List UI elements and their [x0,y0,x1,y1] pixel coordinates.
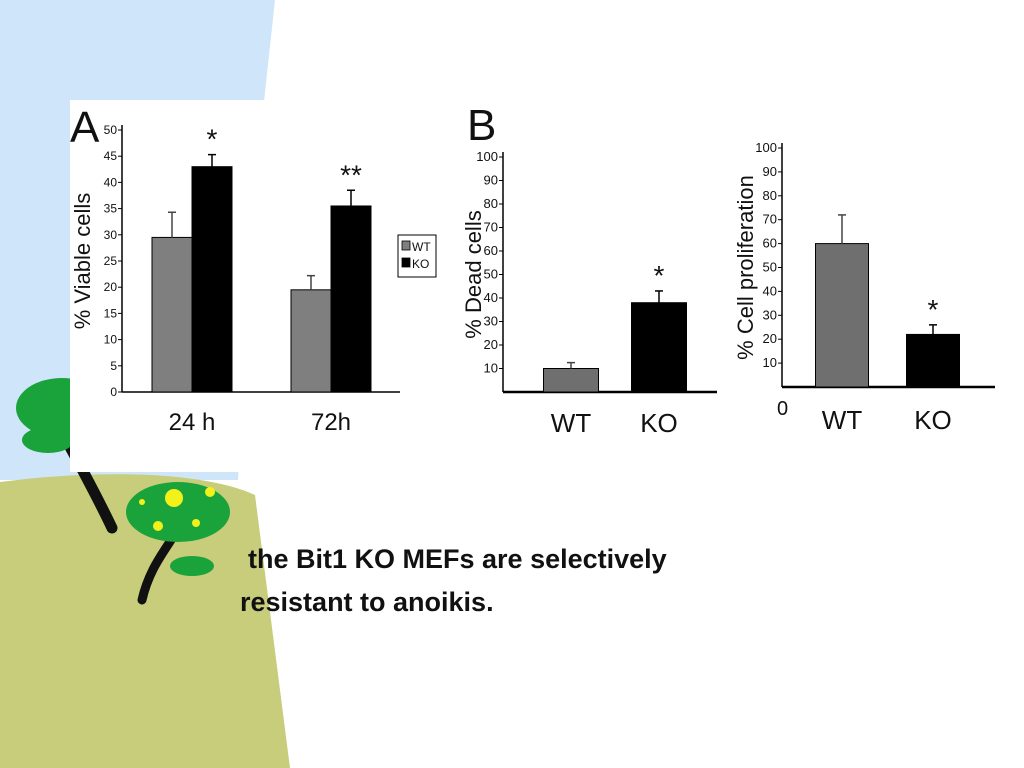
chart-viable-cells: A % Viable cells 0 5 10 15 20 25 30 35 40 45 50 * 24 h… [70,103,437,436]
bar [543,368,599,393]
category-label: KO [914,405,952,435]
y-tick-label: 0 [110,385,117,399]
y-tick-label: 100 [755,140,777,155]
y-tick-label: 30 [763,307,777,322]
y-tick-label: 40 [763,283,777,298]
bar [330,205,372,393]
y-tick-label: 10 [484,361,498,376]
ground-hill [0,474,290,768]
y-tick-label: 90 [763,164,777,179]
legend-box [397,234,437,278]
y-tick-label: 10 [763,355,777,370]
caption-line-2: resistant to anoikis. [240,587,494,617]
significance-marker: * [207,124,218,155]
y-axis-label: % Cell proliferation [733,175,758,360]
bar [191,166,233,393]
panel-b-dead-cells: B % Dead cells 10 20 30 40 50 60 70 80 90 100 WT * KO [455,100,725,440]
y-tick-label: 35 [104,202,118,216]
legend-label: KO [412,257,429,271]
y-tick-label: 20 [484,337,498,352]
legend-label: WT [412,240,431,254]
y-tick-label: 40 [484,290,498,305]
chart-dead-cells: B % Dead cells 10 20 30 40 50 60 70 80 90 100 WT * KO [461,101,717,438]
y-axis-label: % Viable cells [70,193,95,330]
category-label: WT [822,405,863,435]
legend-swatch [401,257,411,268]
y-axis-label: % Dead cells [461,210,486,338]
caption-line-1: the Bit1 KO MEFs are selectively [248,544,667,574]
origin-label: 0 [777,398,788,420]
y-tick-label: 10 [104,333,118,347]
bar [151,236,193,393]
category-label: KO [640,408,678,438]
bar [815,243,869,388]
category-label: WT [551,408,592,438]
panel-label: B [467,101,496,150]
y-tick-label: 70 [484,220,498,235]
y-tick-label: 100 [476,149,498,164]
bar [631,302,687,393]
y-tick-label: 80 [763,188,777,203]
y-tick-label: 80 [484,196,498,211]
significance-marker: ** [340,159,362,190]
y-tick-label: 45 [104,149,118,163]
significance-marker: * [928,294,939,325]
y-tick-label: 60 [763,236,777,251]
slide-caption: the Bit1 KO MEFs are selectively resista… [240,538,840,624]
legend-swatch [401,240,411,251]
category-label: 24 h [169,409,216,436]
bar [906,333,960,388]
chart-cell-proliferation: % Cell proliferation 10 20 30 40 50 60 70 80 90 10… [733,140,995,435]
y-tick-label: 50 [104,123,118,137]
y-tick-label: 20 [104,280,118,294]
y-tick-label: 40 [104,175,118,189]
panel-b-cell-proliferation: % Cell proliferation 10 20 30 40 50 60 70 80 90 10… [725,135,1015,435]
y-tick-label: 25 [104,254,118,268]
y-tick-label: 50 [763,260,777,275]
y-tick-label: 90 [484,173,498,188]
significance-marker: * [654,260,665,291]
y-tick-label: 70 [763,212,777,227]
bar [290,289,332,393]
category-label: 72h [311,409,351,436]
y-tick-label: 15 [104,306,118,320]
y-tick-label: 30 [104,228,118,242]
y-tick-label: 30 [484,314,498,329]
y-tick-label: 50 [484,267,498,282]
y-tick-label: 60 [484,243,498,258]
y-tick-label: 5 [110,359,117,373]
panel-label: A [70,103,100,152]
panel-a-viable-cells: A % Viable cells 0 5 10 15 20 25 30 35 40 45 50 * 24 h… [70,100,442,472]
y-tick-label: 20 [763,331,777,346]
